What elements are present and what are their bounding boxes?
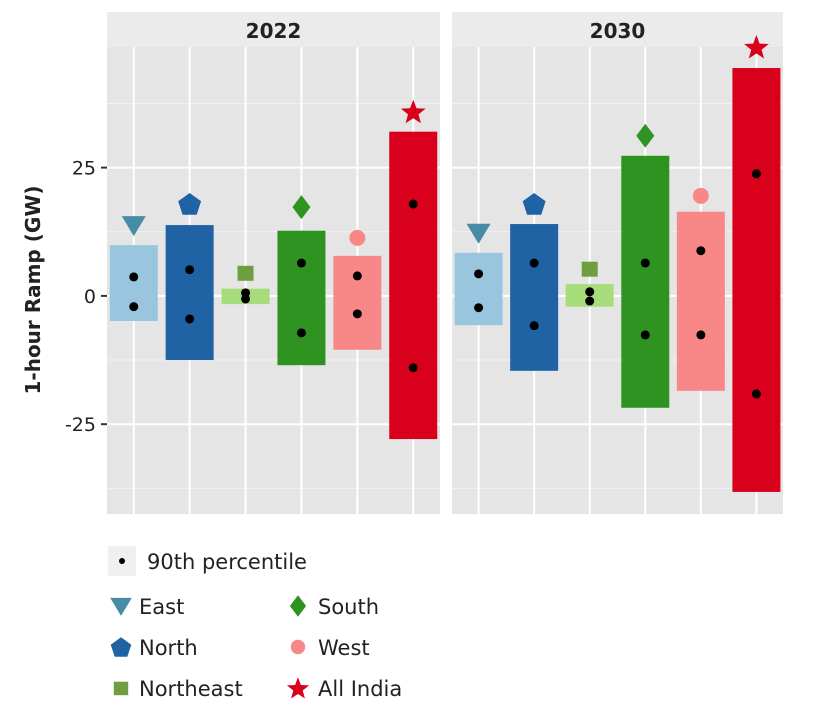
legend-all-india-icon [286, 677, 310, 699]
marker-all-india [400, 99, 426, 124]
marker-east [466, 223, 491, 244]
legend-northeast-icon [113, 681, 129, 696]
bar-north [165, 225, 214, 361]
legend-east-icon [110, 597, 132, 616]
p90-dot-all-india [751, 169, 761, 179]
p90-dot-all-india [408, 363, 418, 373]
p90-dot-west [696, 330, 706, 340]
p90-dot-all-india [408, 199, 418, 209]
panel-title: 2030 [590, 19, 646, 43]
legend-label-north: North [139, 636, 198, 660]
bar-west [333, 255, 382, 350]
legend-label-all-india: All India [318, 677, 402, 701]
legend-west-icon [290, 639, 306, 655]
bar-all-india [732, 68, 781, 492]
p90-dot-northeast [585, 296, 595, 306]
marker-all-india [744, 35, 769, 59]
marker-south [636, 123, 655, 148]
y-axis-label: 1-hour Ramp (GW) [21, 185, 45, 394]
panel-title: 2022 [246, 19, 302, 43]
p90-dot-east [129, 302, 139, 312]
panel-strip [107, 12, 440, 47]
p90-dot-south [296, 258, 306, 268]
legend: 90th percentile East North Northeast South We… [108, 546, 402, 701]
bar-all-india [389, 131, 438, 440]
p90-dot-south [640, 258, 650, 268]
p90-dot-northeast [241, 294, 251, 304]
bar-south [621, 155, 670, 408]
marker-east [121, 216, 146, 237]
marker-south [292, 195, 311, 220]
p90-dot-north [185, 265, 195, 275]
marker-west [692, 187, 709, 204]
p90-dot-east [474, 269, 484, 279]
legend-label-west: West [318, 636, 370, 660]
legend-dot-icon [119, 558, 125, 564]
bar-north [510, 224, 559, 371]
p90-dot-west [352, 309, 362, 319]
p90-dot-west [352, 271, 362, 281]
p90-dot-all-india [751, 389, 761, 399]
plot-background [452, 47, 783, 514]
bar-east [454, 252, 503, 326]
p90-dot-north [185, 314, 195, 324]
y-tick-label: -25 [65, 414, 96, 436]
p90-dot-north [529, 321, 539, 331]
marker-northeast [581, 261, 598, 277]
p90-dot-west [696, 246, 706, 256]
y-tick-label: 25 [72, 158, 96, 180]
panel-2022: 2022 [107, 12, 440, 514]
legend-label-northeast: Northeast [139, 677, 243, 701]
y-tick-label: 0 [84, 286, 96, 308]
legend-label-east: East [139, 595, 184, 619]
p90-dot-east [474, 303, 484, 313]
marker-northeast [237, 265, 254, 281]
marker-west [349, 229, 366, 246]
legend-label-south: South [318, 595, 379, 619]
marker-north [178, 193, 202, 215]
legend-north-icon [110, 637, 132, 657]
marker-north [522, 193, 546, 215]
panel-strip [452, 12, 783, 47]
plot-background [107, 47, 440, 514]
p90-dot-east [129, 272, 139, 282]
bar-west [676, 211, 725, 391]
p90-dot-north [529, 258, 539, 268]
p90-dot-south [296, 328, 306, 338]
p90-dot-south [640, 330, 650, 340]
panel-2030: 2030 [452, 12, 783, 514]
bar-south [277, 230, 326, 366]
p90-dot-northeast [585, 287, 595, 297]
legend-label-percentile: 90th percentile [147, 550, 307, 574]
p90-dot-northeast [241, 288, 251, 298]
legend-south-icon [289, 595, 307, 617]
